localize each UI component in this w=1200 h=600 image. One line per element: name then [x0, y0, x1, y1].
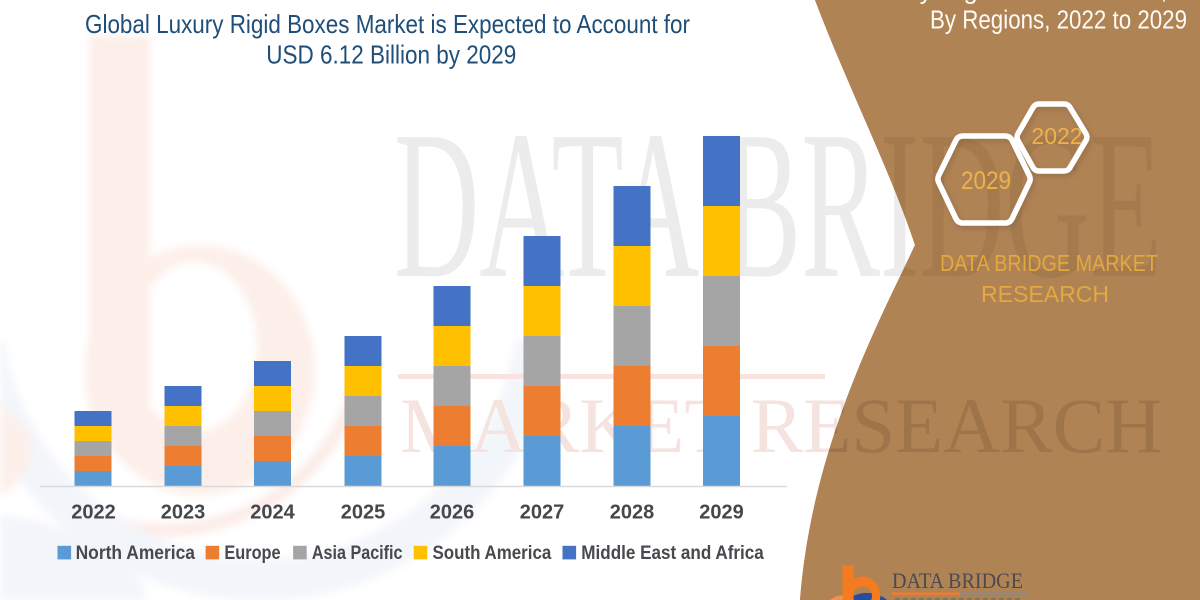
svg-text:RESEARCH: RESEARCH	[981, 281, 1109, 307]
svg-text:2024: 2024	[250, 502, 295, 524]
svg-text:North America: North America	[76, 543, 196, 564]
svg-text:2027: 2027	[520, 502, 565, 524]
svg-text:By Regions, 2022 to 2029: By Regions, 2022 to 2029	[930, 6, 1187, 34]
svg-text:Global Luxury Rigid Boxes Mark: Global Luxury Rigid Boxes Market,	[775, 0, 1168, 4]
svg-text:Europe: Europe	[224, 543, 280, 564]
svg-text:2029: 2029	[961, 167, 1011, 195]
svg-text:2022: 2022	[71, 502, 116, 524]
svg-text:DATA BRIDGE MARKET: DATA BRIDGE MARKET	[940, 250, 1158, 276]
svg-text:2028: 2028	[610, 502, 655, 524]
svg-text:Global Luxury Rigid Boxes Mark: Global Luxury Rigid Boxes Market is Expe…	[85, 9, 690, 39]
svg-text:2023: 2023	[161, 502, 206, 524]
svg-text:2029: 2029	[699, 502, 744, 524]
svg-text:Middle East and Africa: Middle East and Africa	[581, 543, 764, 564]
svg-text:2026: 2026	[430, 502, 475, 524]
svg-text:Asia Pacific: Asia Pacific	[312, 543, 403, 564]
svg-text:USD 6.12 Billion by 2029: USD 6.12 Billion by 2029	[266, 40, 516, 70]
svg-text:South America: South America	[433, 543, 552, 564]
svg-text:2022: 2022	[1031, 123, 1082, 149]
svg-text:MARKET RESEARCH: MARKET RESEARCH	[400, 382, 1162, 469]
svg-text:DATA BRIDGE: DATA BRIDGE	[892, 568, 1023, 593]
svg-text:2025: 2025	[341, 502, 386, 524]
